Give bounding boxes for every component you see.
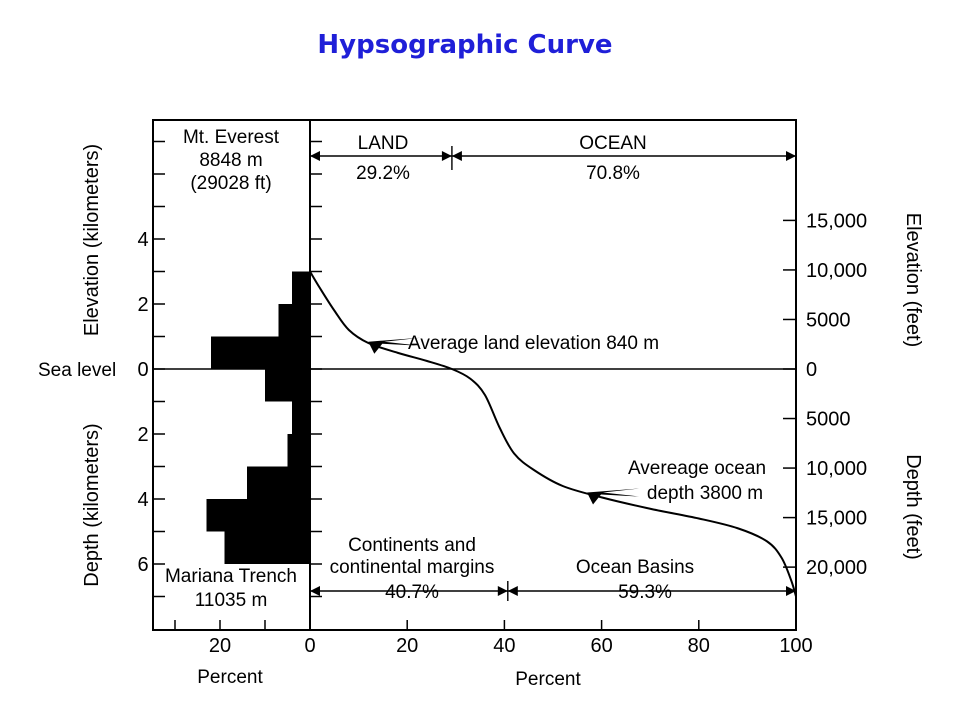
left-y-tick-label: 4: [137, 489, 148, 511]
right-xlabel: Percent: [515, 669, 581, 690]
left-y-tick-label: 2: [137, 424, 148, 446]
land-percent: 29.2%: [356, 163, 410, 184]
land-arrow-head-right: [441, 151, 452, 161]
right-y-tick-label: 5000: [806, 309, 851, 331]
right-x-tick-label: 100: [779, 635, 812, 657]
land-label: LAND: [358, 133, 409, 154]
continents-percent: 40.7%: [385, 582, 439, 603]
histogram-bar: [247, 466, 310, 499]
left-y-tick-label: 6: [137, 554, 148, 576]
left-y-tick-label: 4: [137, 229, 148, 251]
everest-line-1: Mt. Everest: [183, 127, 280, 148]
histogram-bar: [278, 304, 310, 337]
histogram-bar: [287, 434, 310, 467]
depth-ft-label: Depth (feet): [902, 454, 924, 560]
right-y-tick-label: 15,000: [806, 508, 867, 530]
right-y-tick-label: 10,000: [806, 260, 867, 282]
right-x-tick-label: 0: [304, 635, 315, 657]
basins-percent: 59.3%: [618, 582, 672, 603]
histogram-bar: [211, 336, 310, 369]
page-title: Hypsographic Curve: [317, 30, 613, 60]
ocean-arrow-head-left: [451, 151, 462, 161]
histogram-bar: [292, 401, 310, 434]
right-x-tick-label: 40: [493, 635, 515, 657]
left-y-tick-label: 2: [137, 294, 148, 316]
right-y-tick-label: 15,000: [806, 210, 867, 232]
avg-ocean-label-1: Avereage ocean: [628, 458, 766, 479]
basins-arrow-head-right: [786, 586, 796, 596]
continents-arrow-head-left: [310, 586, 320, 596]
histogram-bar: [292, 271, 310, 304]
depth-km-label: Depth (kilometers): [81, 423, 103, 586]
everest-line-2: 8848 m: [199, 150, 262, 171]
histogram-bar: [265, 369, 310, 402]
left-x-tick-label: 20: [209, 635, 231, 657]
trench-line-2: 11035 m: [195, 590, 268, 611]
elevation-ft-label: Elevation (feet): [902, 213, 924, 348]
basins-arrow-head-left: [507, 586, 518, 596]
continents-label-2: continental margins: [330, 557, 495, 578]
continents-arrow-head-right: [497, 586, 508, 596]
right-y-tick-label: 5000: [806, 409, 851, 431]
elevation-km-label: Elevation (kilometers): [81, 144, 103, 336]
histogram-bar: [206, 499, 310, 532]
ocean-arrow-head-right: [786, 151, 796, 161]
right-y-tick-label: 10,000: [806, 458, 867, 480]
avg-ocean-label-2: depth 3800 m: [647, 483, 763, 504]
land-arrow-head-left: [310, 151, 320, 161]
left-y-tick-label: 0: [137, 359, 148, 381]
left-xlabel: Percent: [197, 667, 263, 688]
right-x-tick-label: 60: [590, 635, 612, 657]
histogram-bar: [224, 531, 310, 564]
right-x-tick-label: 20: [396, 635, 418, 657]
avg-land-marker: [368, 337, 421, 354]
avg-land-label: Average land elevation 840 m: [408, 333, 659, 354]
right-x-tick-label: 80: [688, 635, 710, 657]
continents-label-1: Continents and: [348, 535, 476, 556]
sea-level-label: Sea level: [38, 360, 116, 381]
right-y-tick-label: 20,000: [806, 557, 867, 579]
trench-line-1: Mariana Trench: [165, 566, 297, 587]
right-y-tick-label: 0: [806, 359, 817, 381]
basins-label: Ocean Basins: [576, 557, 694, 578]
ocean-label: OCEAN: [579, 133, 647, 154]
hypsographic-curve: [309, 270, 797, 597]
ocean-percent: 70.8%: [586, 163, 640, 184]
everest-line-3: (29028 ft): [190, 173, 271, 194]
avg-ocean-marker: [587, 488, 640, 505]
